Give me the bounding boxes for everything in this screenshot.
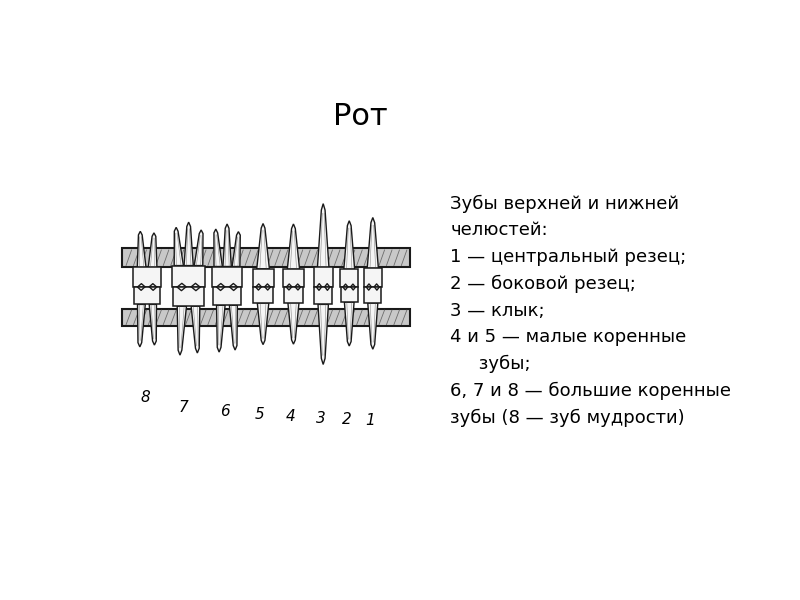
Polygon shape <box>214 229 222 266</box>
Polygon shape <box>363 268 382 287</box>
Polygon shape <box>212 266 242 287</box>
Text: Рот: Рот <box>333 102 388 131</box>
Text: челюстей:: челюстей: <box>450 221 548 239</box>
Polygon shape <box>344 302 354 346</box>
Polygon shape <box>314 287 332 304</box>
Text: 4 и 5 — малые коренные: 4 и 5 — малые коренные <box>450 328 686 346</box>
Text: 5: 5 <box>255 407 265 422</box>
Polygon shape <box>174 227 183 266</box>
Polygon shape <box>344 221 354 269</box>
Text: 8: 8 <box>140 390 150 405</box>
Polygon shape <box>148 233 157 268</box>
Polygon shape <box>257 224 270 269</box>
Polygon shape <box>134 268 161 287</box>
Polygon shape <box>230 305 238 350</box>
Text: 6: 6 <box>220 404 230 419</box>
Text: 1: 1 <box>365 413 374 428</box>
Text: 3 — клык;: 3 — клык; <box>450 302 545 320</box>
Text: 1 — центральный резец;: 1 — центральный резец; <box>450 248 686 266</box>
Polygon shape <box>134 287 160 304</box>
Text: зубы (8 — зуб мудрости): зубы (8 — зуб мудрости) <box>450 409 685 427</box>
Text: 4: 4 <box>286 409 295 424</box>
Polygon shape <box>172 266 205 287</box>
Polygon shape <box>318 203 329 268</box>
Polygon shape <box>138 304 146 347</box>
Polygon shape <box>122 308 410 326</box>
Polygon shape <box>217 305 225 352</box>
Polygon shape <box>232 232 240 266</box>
Polygon shape <box>253 269 274 287</box>
Polygon shape <box>283 269 304 287</box>
Text: Зубы верхней и нижней: Зубы верхней и нижней <box>450 194 679 212</box>
Polygon shape <box>367 218 378 268</box>
Polygon shape <box>287 224 299 269</box>
Polygon shape <box>253 287 273 303</box>
Polygon shape <box>191 306 200 353</box>
Text: 2 — боковой резец;: 2 — боковой резец; <box>450 275 636 293</box>
Polygon shape <box>368 303 378 349</box>
Text: 3: 3 <box>317 411 326 426</box>
Text: 6, 7 и 8 — большие коренные: 6, 7 и 8 — большие коренные <box>450 382 731 400</box>
Text: 7: 7 <box>179 400 189 415</box>
Polygon shape <box>318 304 329 364</box>
Polygon shape <box>314 268 333 287</box>
Polygon shape <box>223 224 231 266</box>
Polygon shape <box>173 287 204 306</box>
Text: 2: 2 <box>342 412 352 427</box>
Polygon shape <box>177 306 186 355</box>
Polygon shape <box>258 303 269 344</box>
Polygon shape <box>341 287 358 302</box>
Polygon shape <box>122 248 410 267</box>
Polygon shape <box>213 287 242 305</box>
Polygon shape <box>288 302 299 344</box>
Polygon shape <box>138 231 146 268</box>
Polygon shape <box>340 269 358 287</box>
Text: зубы;: зубы; <box>450 355 531 373</box>
Polygon shape <box>284 287 303 302</box>
Polygon shape <box>194 230 203 266</box>
Polygon shape <box>150 304 157 345</box>
Polygon shape <box>184 222 194 266</box>
Polygon shape <box>364 287 382 303</box>
